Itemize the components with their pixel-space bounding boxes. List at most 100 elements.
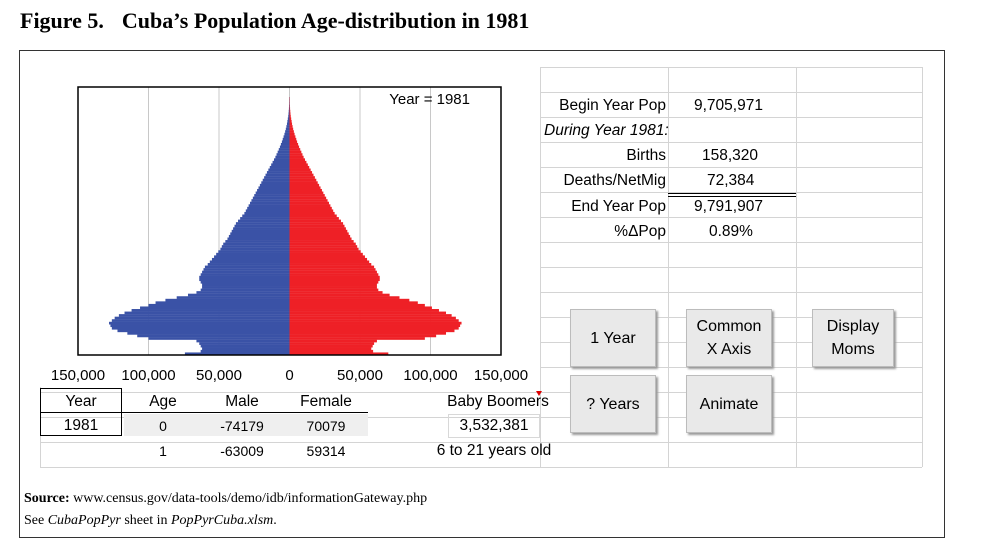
workbook-file-name: PopPyrCuba.xlsm	[170, 513, 274, 528]
female-bar	[289, 148, 301, 151]
male-bar	[281, 140, 290, 144]
source-line: Source: www.census.gov/data-tools/demo/i…	[24, 491, 427, 507]
female-bar	[289, 319, 459, 322]
female-bar	[289, 286, 377, 289]
male-bar	[279, 145, 290, 149]
female-bar	[289, 332, 447, 335]
male-bar	[200, 288, 290, 292]
female-bar	[289, 255, 365, 259]
male-bar	[244, 211, 290, 215]
female-bar	[289, 158, 306, 162]
male-bar	[287, 119, 290, 123]
male-bar	[288, 112, 290, 116]
female-bar	[289, 206, 332, 210]
display-moms-button[interactable]: Display Moms	[812, 309, 894, 367]
male-bar	[248, 204, 290, 207]
female-bar	[289, 298, 410, 302]
during-year-label: During Year 1981:	[544, 122, 669, 139]
male-bar	[214, 255, 290, 259]
x-tick-label: 150,000	[50, 367, 106, 384]
table-header-underline	[122, 412, 368, 413]
year-value[interactable]: 1981	[63, 417, 99, 434]
end-year-pop-value: 9,791,907	[694, 198, 763, 215]
female-bar	[289, 293, 390, 297]
female-bar	[289, 268, 376, 271]
female-bar	[289, 132, 295, 136]
male-bar	[272, 160, 290, 164]
male-bar	[275, 155, 290, 159]
female-bar	[289, 155, 304, 159]
sheet-gridline	[40, 442, 922, 443]
births-value: 158,320	[702, 147, 759, 164]
sheet-ref-middle: sheet in	[120, 513, 171, 528]
male-bar	[285, 127, 290, 131]
male-bar	[148, 337, 290, 340]
female-bar	[289, 201, 329, 205]
male-bar	[196, 291, 290, 294]
male-bar	[202, 286, 290, 289]
plot-area-border	[77, 86, 502, 356]
sheet-gridline	[40, 417, 922, 418]
female-bar	[289, 173, 314, 177]
male-bar	[288, 114, 290, 118]
female-bar	[289, 107, 291, 110]
female-bar	[289, 288, 379, 292]
x-tick-label: 0	[285, 367, 294, 384]
common-x-axis-label-2: X Axis	[706, 341, 752, 358]
table-row-male: -63009	[220, 443, 264, 459]
male-bar	[251, 199, 290, 202]
male-bar	[225, 240, 290, 243]
female-bar	[289, 291, 383, 294]
female-header: Female	[300, 393, 352, 410]
female-bar	[289, 280, 379, 284]
female-bar	[289, 339, 377, 343]
male-bar	[268, 168, 290, 172]
male-bar	[117, 329, 290, 333]
male-bar	[165, 298, 290, 302]
female-bar	[289, 140, 298, 144]
male-bar	[200, 344, 290, 348]
chart-bars	[109, 97, 462, 356]
female-bar	[289, 263, 372, 266]
selected-row-highlight	[124, 414, 368, 436]
chart-area[interactable]: Year = 1981 150,000 100,000 50,000 0 50,000 1…	[40, 67, 540, 387]
year-annotation: Year = 1981	[389, 91, 470, 108]
female-bar	[289, 321, 462, 325]
x-tick-label: 150,000	[473, 367, 529, 384]
male-bar	[220, 247, 290, 251]
n-years-button[interactable]: ? Years	[570, 375, 656, 433]
female-bar	[289, 296, 400, 299]
male-bar	[234, 224, 290, 228]
male-bar	[269, 165, 290, 169]
male-bar	[262, 178, 290, 182]
male-bar	[288, 109, 290, 113]
pct-change-pop-value: 0.89%	[709, 223, 753, 240]
male-bar	[221, 245, 290, 248]
male-header: Male	[225, 393, 259, 410]
animate-button[interactable]: Animate	[686, 375, 772, 433]
deaths-netmig-value: 72,384	[707, 172, 755, 189]
male-bar	[277, 150, 290, 154]
n-years-button-label: ? Years	[586, 395, 640, 413]
female-bar	[289, 217, 339, 220]
female-bar	[289, 199, 328, 202]
female-bar	[289, 211, 335, 215]
display-moms-label-2: Moms	[831, 341, 875, 358]
common-x-axis-button[interactable]: Common X Axis	[686, 309, 772, 367]
one-year-button[interactable]: 1 Year	[570, 309, 656, 367]
female-bar	[289, 219, 341, 223]
male-bar	[273, 158, 290, 162]
male-bar	[187, 293, 290, 297]
female-bar	[289, 194, 325, 197]
female-bar	[289, 196, 327, 200]
female-bar	[289, 214, 337, 218]
female-bar	[289, 329, 455, 333]
table-row-age: 0	[159, 418, 167, 434]
male-bar	[209, 260, 290, 264]
pct-change-pop-label: %ΔPop	[614, 223, 666, 240]
male-bar	[204, 265, 290, 269]
male-bar	[276, 153, 290, 156]
animate-button-label: Animate	[699, 395, 759, 413]
male-bar	[227, 237, 290, 241]
female-bar	[289, 165, 310, 169]
